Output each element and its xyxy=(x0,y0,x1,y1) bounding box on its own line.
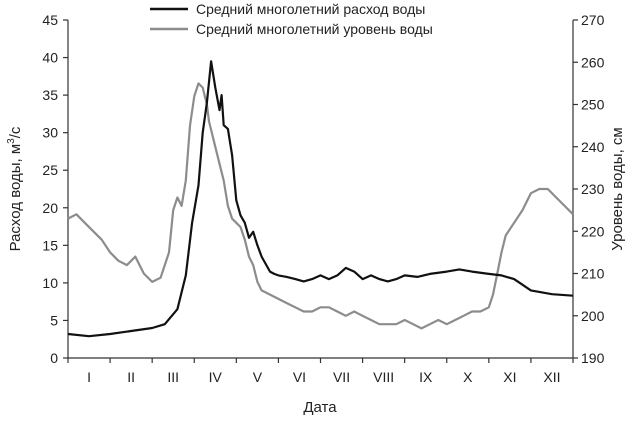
month-label: VIII xyxy=(373,369,394,385)
left-tick-label: 30 xyxy=(42,125,58,141)
discharge-series-line xyxy=(67,60,574,338)
month-label: VII xyxy=(333,369,350,385)
right-tick-label: 200 xyxy=(581,308,605,324)
left-tick-label: 20 xyxy=(42,200,58,216)
month-label: IV xyxy=(209,369,223,385)
month-label: III xyxy=(167,369,179,385)
right-tick-label: 240 xyxy=(581,139,605,155)
left-tick-label: 35 xyxy=(42,87,58,103)
month-label: XII xyxy=(543,369,560,385)
month-label: I xyxy=(87,369,91,385)
left-tick-label: 0 xyxy=(50,350,58,366)
legend-discharge-label: Средний многолетний расход воды xyxy=(196,1,425,17)
left-tick-label: 15 xyxy=(42,237,58,253)
left-tick-label: 10 xyxy=(42,275,58,291)
y-left-axis-title: Расход воды, м3/с xyxy=(6,126,24,251)
series-layer xyxy=(67,60,574,338)
left-tick-label: 25 xyxy=(42,162,58,178)
month-label: VI xyxy=(293,369,306,385)
right-tick-label: 230 xyxy=(581,181,605,197)
left-tick-label: 45 xyxy=(42,12,58,28)
left-tick-label: 5 xyxy=(50,312,58,328)
month-label: IX xyxy=(419,369,433,385)
right-tick-label: 250 xyxy=(581,97,605,113)
x-axis-ticks: I II III IV V VI VII VIII IX X XI XII xyxy=(67,358,574,385)
left-axis-ticks: 0 5 10 15 20 25 30 35 40 45 xyxy=(42,12,68,366)
legend: Средний многолетний расход воды Средний … xyxy=(150,1,433,37)
right-tick-label: 220 xyxy=(581,223,605,239)
right-tick-label: 270 xyxy=(581,12,605,28)
right-tick-label: 190 xyxy=(581,350,605,366)
level-series-line xyxy=(67,82,574,330)
right-axis-ticks: 190 200 210 220 230 240 250 260 270 xyxy=(573,12,605,366)
right-tick-label: 210 xyxy=(581,266,605,282)
month-label: X xyxy=(463,369,473,385)
y-right-axis-title: Уровень воды, см xyxy=(609,127,626,250)
month-label: V xyxy=(253,369,263,385)
month-label: II xyxy=(127,369,135,385)
right-tick-label: 260 xyxy=(581,54,605,70)
x-axis-title: Дата xyxy=(303,399,337,416)
month-label: XI xyxy=(503,369,516,385)
legend-level-label: Средний многолетний уровень воды xyxy=(196,21,433,37)
left-tick-label: 40 xyxy=(42,50,58,66)
